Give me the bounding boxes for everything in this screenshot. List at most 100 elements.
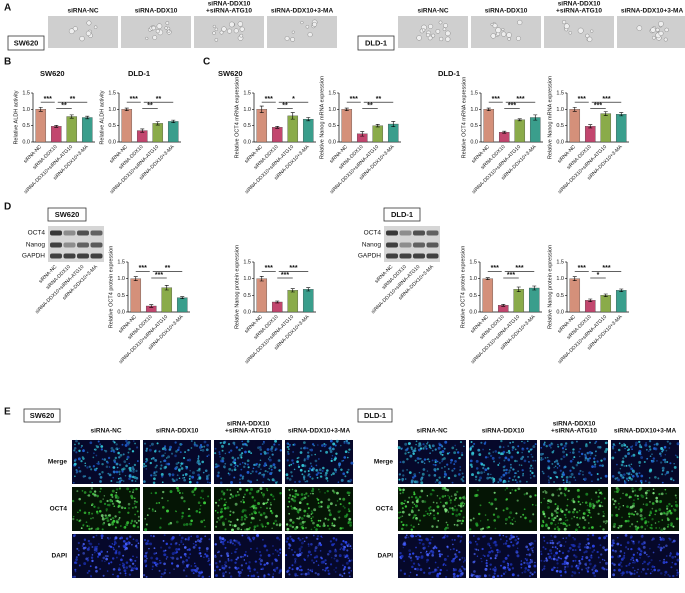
nucleus	[298, 553, 301, 556]
nucleus	[454, 539, 456, 541]
nucleus	[566, 555, 568, 557]
nucleus	[441, 445, 443, 447]
nucleus	[310, 554, 312, 556]
nucleus	[91, 560, 93, 562]
nucleus	[257, 536, 259, 538]
nucleus	[589, 547, 591, 549]
nucleus	[185, 473, 188, 476]
nucleus	[638, 461, 641, 464]
nucleus	[649, 448, 651, 450]
nucleus	[76, 490, 78, 492]
nucleus	[243, 466, 245, 468]
nucleus	[257, 502, 260, 505]
nucleus	[514, 539, 517, 542]
nucleus	[329, 513, 332, 516]
nucleus	[432, 551, 435, 554]
nucleus	[138, 542, 140, 544]
nucleus	[146, 468, 148, 470]
nucleus	[72, 500, 74, 502]
nucleus	[625, 565, 627, 567]
nucleus	[344, 556, 346, 558]
nucleus	[599, 504, 602, 507]
nucleus	[134, 520, 136, 522]
cell	[436, 29, 440, 33]
nucleus	[245, 443, 247, 445]
nucleus	[311, 559, 313, 561]
nucleus	[588, 511, 590, 513]
nucleus	[572, 458, 574, 460]
nucleus	[613, 523, 616, 526]
panel-label: B	[4, 57, 11, 68]
nucleus	[529, 467, 531, 469]
bar	[585, 300, 595, 312]
nucleus	[125, 572, 127, 574]
nucleus	[532, 513, 534, 515]
y-axis-label: Relative Nanog protein expression	[547, 245, 553, 329]
nucleus	[152, 510, 154, 512]
nucleus	[439, 482, 441, 484]
nucleus	[116, 443, 118, 445]
nucleus	[438, 477, 440, 479]
nucleus	[206, 547, 209, 550]
nucleus	[565, 517, 567, 519]
bar	[601, 114, 611, 142]
nucleus	[108, 562, 110, 564]
nucleus	[451, 539, 453, 541]
nucleus	[463, 516, 465, 518]
nucleus	[632, 454, 635, 457]
nucleus	[299, 569, 300, 570]
nucleus	[316, 464, 318, 466]
nucleus	[594, 442, 596, 444]
nucleus	[670, 524, 672, 526]
nucleus	[604, 559, 606, 561]
nucleus	[407, 501, 409, 503]
nucleus	[122, 555, 124, 557]
nucleus	[494, 566, 496, 568]
nucleus	[255, 464, 257, 466]
nucleus	[498, 452, 500, 454]
nucleus	[661, 473, 663, 475]
nucleus	[616, 543, 619, 546]
nucleus	[278, 538, 280, 540]
nucleus	[649, 440, 651, 442]
nucleus	[242, 443, 244, 445]
nucleus	[275, 549, 277, 551]
nucleus	[425, 552, 427, 554]
nucleus	[657, 569, 660, 572]
nucleus	[447, 555, 449, 557]
nucleus	[668, 503, 670, 505]
cell	[443, 23, 447, 27]
nucleus	[195, 541, 197, 543]
nucleus	[235, 494, 238, 497]
nucleus	[236, 446, 238, 448]
column-header: siRNA-DDX10	[558, 1, 601, 8]
nucleus	[460, 540, 462, 542]
nucleus	[243, 501, 245, 503]
nucleus	[123, 565, 126, 568]
nucleus	[291, 564, 293, 566]
nucleus	[663, 546, 665, 548]
nucleus	[478, 453, 481, 456]
nucleus	[666, 450, 668, 452]
nucleus	[415, 547, 417, 549]
nucleus	[160, 518, 162, 520]
nucleus	[232, 511, 234, 513]
nucleus	[126, 458, 128, 460]
nucleus	[651, 569, 652, 570]
nucleus	[199, 478, 201, 480]
nucleus	[590, 454, 592, 456]
nucleus	[653, 552, 655, 554]
nucleus	[414, 475, 416, 477]
bar	[529, 288, 539, 312]
fluorescence-image	[214, 487, 282, 531]
nucleus	[575, 560, 577, 562]
nucleus	[476, 575, 479, 578]
nucleus	[497, 575, 500, 578]
nucleus	[151, 492, 153, 494]
nucleus	[93, 465, 95, 467]
nucleus	[621, 460, 624, 463]
nucleus	[329, 446, 331, 448]
nucleus	[87, 572, 89, 574]
nucleus	[463, 505, 465, 507]
